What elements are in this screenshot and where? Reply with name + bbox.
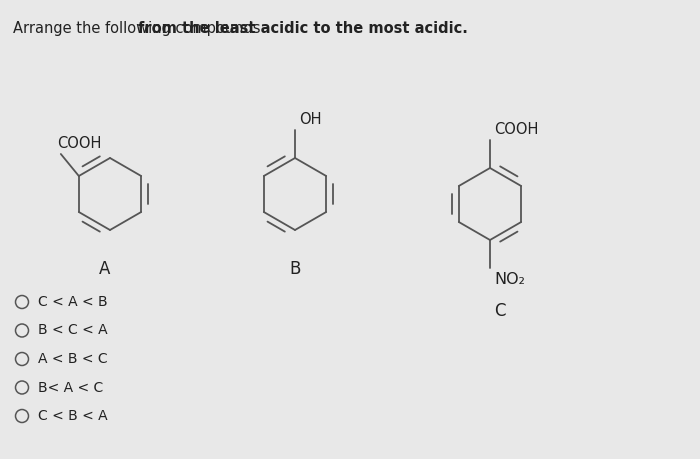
Text: B < C < A: B < C < A bbox=[38, 324, 108, 337]
Text: COOH: COOH bbox=[494, 122, 538, 137]
Circle shape bbox=[15, 409, 29, 422]
Text: NO₂: NO₂ bbox=[494, 272, 525, 287]
Circle shape bbox=[15, 324, 29, 337]
Text: OH: OH bbox=[299, 112, 321, 127]
Text: C: C bbox=[494, 302, 505, 320]
Text: from the least acidic to the most acidic.: from the least acidic to the most acidic… bbox=[138, 21, 468, 36]
Text: B< A < C: B< A < C bbox=[38, 381, 104, 394]
Text: C < A < B: C < A < B bbox=[38, 295, 108, 309]
Text: B: B bbox=[289, 260, 301, 278]
Circle shape bbox=[15, 296, 29, 308]
Circle shape bbox=[15, 381, 29, 394]
Text: COOH: COOH bbox=[57, 136, 102, 151]
Text: C < B < A: C < B < A bbox=[38, 409, 108, 423]
Circle shape bbox=[15, 353, 29, 365]
Text: A: A bbox=[99, 260, 111, 278]
Text: Arrange the following compounds: Arrange the following compounds bbox=[13, 21, 265, 36]
Text: A < B < C: A < B < C bbox=[38, 352, 108, 366]
